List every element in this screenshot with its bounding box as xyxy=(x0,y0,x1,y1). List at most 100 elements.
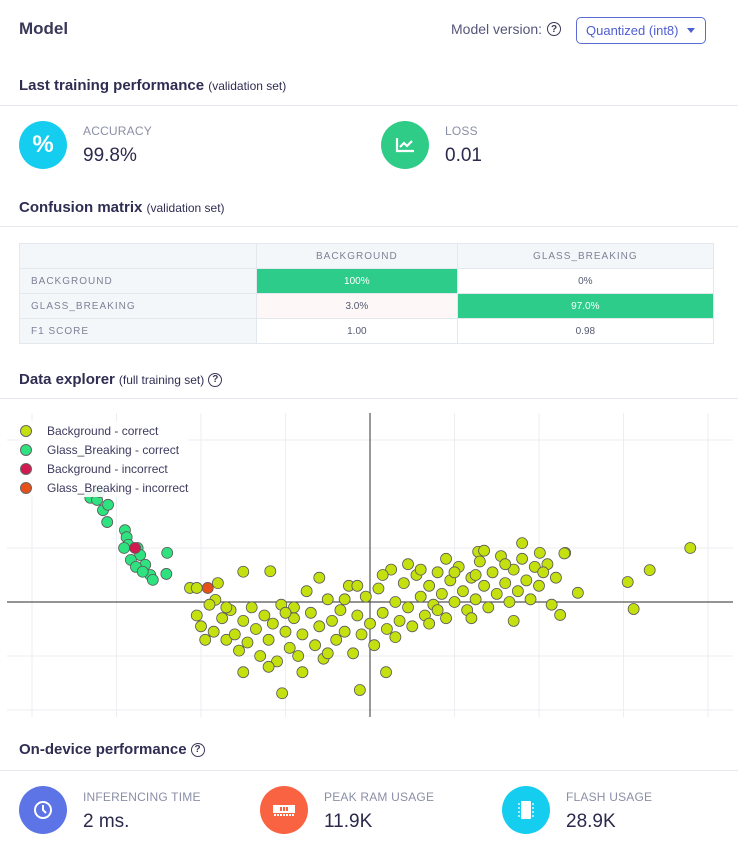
data-point[interactable] xyxy=(571,586,584,599)
data-point[interactable] xyxy=(160,568,173,580)
data-point[interactable] xyxy=(220,633,233,646)
data-point[interactable] xyxy=(457,585,469,598)
data-point[interactable] xyxy=(478,544,490,557)
data-point[interactable] xyxy=(250,623,262,635)
data-point[interactable] xyxy=(473,555,486,568)
data-point[interactable] xyxy=(402,601,414,614)
data-point[interactable] xyxy=(326,614,338,627)
data-point[interactable] xyxy=(507,563,520,576)
data-point[interactable] xyxy=(448,566,461,579)
data-point[interactable] xyxy=(469,569,482,581)
data-point[interactable] xyxy=(203,598,216,611)
data-point[interactable] xyxy=(216,612,229,625)
data-point[interactable] xyxy=(201,582,214,594)
data-point[interactable] xyxy=(389,631,402,644)
data-point[interactable] xyxy=(288,601,300,614)
data-point[interactable] xyxy=(279,625,292,638)
data-point[interactable] xyxy=(499,577,512,590)
help-icon[interactable]: ? xyxy=(190,742,205,757)
data-point[interactable] xyxy=(435,587,448,600)
data-point[interactable] xyxy=(190,582,203,594)
data-point[interactable] xyxy=(347,647,360,660)
data-point[interactable] xyxy=(465,612,478,625)
data-point[interactable] xyxy=(389,596,402,608)
data-point[interactable] xyxy=(237,666,250,679)
data-point[interactable] xyxy=(380,623,393,635)
data-point[interactable] xyxy=(321,647,334,660)
data-explorer-scatter[interactable] xyxy=(0,405,738,720)
data-point[interactable] xyxy=(241,636,254,649)
data-point[interactable] xyxy=(351,579,364,592)
legend-item[interactable]: Glass_Breaking - incorrect xyxy=(20,478,188,497)
legend-item[interactable]: Glass_Breaking - correct xyxy=(20,440,188,459)
data-point[interactable] xyxy=(233,644,245,657)
data-point[interactable] xyxy=(372,582,385,595)
data-point[interactable] xyxy=(296,628,309,641)
data-point[interactable] xyxy=(503,596,516,608)
data-point[interactable] xyxy=(482,601,495,614)
data-point[interactable] xyxy=(516,552,528,565)
data-point[interactable] xyxy=(338,625,351,638)
data-point[interactable] xyxy=(537,566,550,579)
data-point[interactable] xyxy=(228,628,241,641)
data-point[interactable] xyxy=(385,563,398,576)
data-point[interactable] xyxy=(118,542,131,554)
data-point[interactable] xyxy=(469,593,482,606)
data-point[interactable] xyxy=(195,620,207,633)
data-point[interactable] xyxy=(355,628,368,641)
data-point[interactable] xyxy=(338,593,351,606)
data-point[interactable] xyxy=(304,606,317,619)
data-point[interactable] xyxy=(490,587,503,600)
data-point[interactable] xyxy=(266,617,279,630)
data-point[interactable] xyxy=(207,625,220,638)
data-point[interactable] xyxy=(397,577,410,590)
data-point[interactable] xyxy=(511,585,524,598)
data-point[interactable] xyxy=(353,684,366,696)
data-point[interactable] xyxy=(478,579,490,592)
data-point[interactable] xyxy=(264,565,277,578)
data-point[interactable] xyxy=(276,687,289,700)
data-point[interactable] xyxy=(321,593,334,606)
data-point[interactable] xyxy=(533,546,546,559)
legend-item[interactable]: Background - correct xyxy=(20,421,188,440)
data-point[interactable] xyxy=(245,601,258,614)
data-point[interactable] xyxy=(643,564,656,577)
data-point[interactable] xyxy=(334,604,347,617)
help-icon[interactable]: ? xyxy=(547,22,562,36)
data-point[interactable] xyxy=(376,606,389,619)
data-point[interactable] xyxy=(146,573,159,586)
data-point[interactable] xyxy=(448,596,461,608)
data-point[interactable] xyxy=(262,660,275,673)
data-point[interactable] xyxy=(423,617,436,630)
data-point[interactable] xyxy=(271,655,283,668)
data-point[interactable] xyxy=(406,620,419,633)
data-point[interactable] xyxy=(283,641,296,654)
data-point[interactable] xyxy=(431,566,444,579)
help-icon[interactable]: ? xyxy=(208,372,223,387)
data-point[interactable] xyxy=(136,565,149,578)
data-point[interactable] xyxy=(414,563,427,576)
data-point[interactable] xyxy=(296,666,309,679)
data-point[interactable] xyxy=(220,601,233,614)
data-point[interactable] xyxy=(554,609,567,621)
data-point[interactable] xyxy=(292,650,305,662)
data-point[interactable] xyxy=(101,516,114,528)
data-point[interactable] xyxy=(423,579,436,592)
data-point[interactable] xyxy=(550,571,562,584)
data-point[interactable] xyxy=(520,574,533,587)
data-point[interactable] xyxy=(359,590,372,603)
data-point[interactable] xyxy=(380,666,392,679)
data-point[interactable] xyxy=(545,598,558,611)
data-point[interactable] xyxy=(368,639,381,652)
data-point[interactable] xyxy=(533,579,545,592)
data-point[interactable] xyxy=(376,569,389,581)
data-point[interactable] xyxy=(414,590,427,603)
data-point[interactable] xyxy=(129,542,141,554)
data-point[interactable] xyxy=(262,633,275,646)
data-point[interactable] xyxy=(684,542,697,554)
data-point[interactable] xyxy=(431,604,444,617)
data-point[interactable] xyxy=(330,633,343,646)
data-point[interactable] xyxy=(351,609,364,622)
data-point[interactable] xyxy=(309,639,321,652)
legend-item[interactable]: Background - incorrect xyxy=(20,459,188,478)
